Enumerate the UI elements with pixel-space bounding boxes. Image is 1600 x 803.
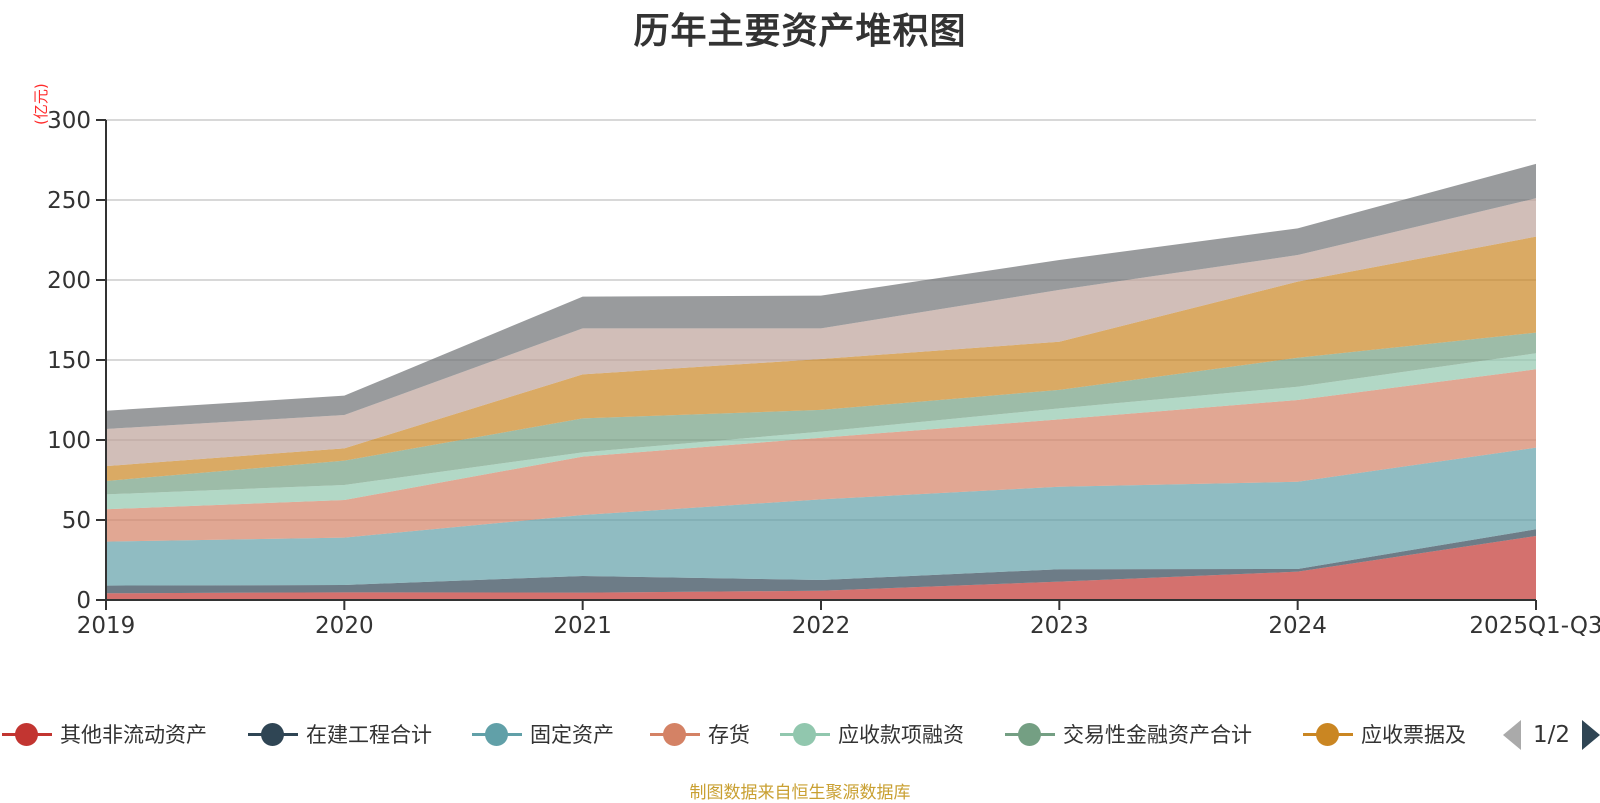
legend-marker-icon bbox=[1005, 720, 1055, 748]
legend-label: 应收票据及 bbox=[1361, 723, 1466, 747]
y-axis-unit-label: (亿元) bbox=[32, 83, 50, 125]
legend-page-indicator: 1/2 bbox=[1533, 722, 1571, 748]
y-tick-label: 300 bbox=[47, 108, 91, 134]
x-tick-label: 2022 bbox=[792, 613, 851, 639]
legend-label: 存货 bbox=[708, 723, 750, 747]
y-tick-label: 100 bbox=[47, 428, 91, 454]
y-tick-label: 0 bbox=[76, 588, 91, 614]
x-tick-label: 2019 bbox=[77, 613, 136, 639]
x-tick-label: 2023 bbox=[1030, 613, 1089, 639]
x-tick-label: 2025Q1-Q3 bbox=[1469, 613, 1600, 639]
legend: 其他非流动资产 在建工程合计 固定资产 存货 应收款项融资 交易性金融资产合计 … bbox=[0, 717, 1600, 751]
area-series-8 bbox=[106, 163, 1536, 429]
axes: 0 50 100 150 200 250 300 2019 2020 2021 2022 2023 20… bbox=[47, 108, 1600, 639]
area-series-4 bbox=[106, 353, 1536, 510]
area-series-1 bbox=[106, 529, 1536, 594]
y-tick-label: 200 bbox=[47, 268, 91, 294]
legend-item-trading-financial-assets[interactable]: 交易性金融资产合计 bbox=[1005, 717, 1252, 751]
legend-label: 在建工程合计 bbox=[306, 723, 432, 747]
legend-label: 交易性金融资产合计 bbox=[1063, 723, 1252, 747]
triangle-left-icon[interactable] bbox=[1503, 720, 1521, 750]
legend-item-fixed-assets[interactable]: 固定资产 bbox=[472, 717, 614, 751]
chart-title: 历年主要资产堆积图 bbox=[633, 11, 967, 52]
legend-marker-icon bbox=[248, 720, 298, 748]
legend-item-receivables-financing[interactable]: 应收款项融资 bbox=[780, 717, 964, 751]
y-tick-label: 250 bbox=[47, 188, 91, 214]
triangle-right-icon[interactable] bbox=[1582, 720, 1600, 750]
legend-item-construction-in-progress[interactable]: 在建工程合计 bbox=[248, 717, 432, 751]
x-tick-label: 2020 bbox=[315, 613, 374, 639]
y-tick-label: 50 bbox=[62, 508, 91, 534]
legend-item-notes-receivable[interactable]: 应收票据及 bbox=[1303, 717, 1466, 751]
x-tick-label: 2024 bbox=[1268, 613, 1327, 639]
area-series-0 bbox=[106, 536, 1536, 600]
area-series bbox=[106, 163, 1536, 600]
area-series-3 bbox=[106, 369, 1536, 542]
legend-marker-icon bbox=[780, 720, 830, 748]
x-tick-label: 2021 bbox=[553, 613, 612, 639]
legend-item-other-noncurrent-assets[interactable]: 其他非流动资产 bbox=[2, 717, 207, 751]
legend-marker-icon bbox=[650, 720, 700, 748]
legend-pager: 1/2 bbox=[1503, 718, 1600, 752]
legend-marker-icon bbox=[1303, 720, 1353, 748]
y-tick-label: 150 bbox=[47, 348, 91, 374]
legend-marker-icon bbox=[2, 720, 52, 748]
area-series-6 bbox=[106, 236, 1536, 481]
area-series-5 bbox=[106, 332, 1536, 495]
legend-marker-icon bbox=[472, 720, 522, 748]
area-series-2 bbox=[106, 447, 1536, 586]
legend-label: 其他非流动资产 bbox=[60, 723, 207, 747]
data-source-note: 制图数据来自恒生聚源数据库 bbox=[689, 783, 911, 803]
legend-label: 应收款项融资 bbox=[838, 723, 964, 747]
area-series-7 bbox=[106, 198, 1536, 467]
legend-item-inventory[interactable]: 存货 bbox=[650, 717, 750, 751]
legend-label: 固定资产 bbox=[530, 723, 614, 747]
stacked-area-chart: 0 50 100 150 200 250 300 2019 2020 2021 2022 2023 20… bbox=[47, 108, 1600, 639]
